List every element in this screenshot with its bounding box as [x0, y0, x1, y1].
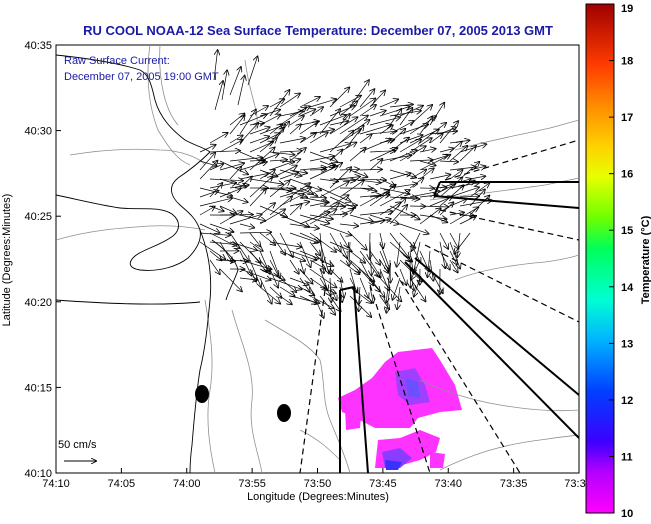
- colorbar-tick-label: 16: [621, 169, 633, 181]
- legend-line-1: Raw Surface Current:: [64, 55, 170, 67]
- x-tick-label: 73:40: [434, 478, 462, 490]
- plot-area: [56, 45, 579, 473]
- colorbar-tick-label: 19: [621, 3, 633, 15]
- y-tick-label: 40:35: [24, 40, 52, 52]
- colorbar-tick-label: 11: [621, 451, 633, 463]
- y-tick-label: 40:10: [24, 468, 52, 480]
- colorbar-tick-label: 15: [621, 225, 633, 237]
- scale-label: 50 cm/s: [58, 439, 97, 451]
- colorbar: [586, 4, 614, 513]
- colorbar-tick-label: 12: [621, 395, 633, 407]
- colorbar-tick-label: 13: [621, 338, 633, 350]
- legend-line-2: December 07, 2005 19:00 GMT: [64, 71, 219, 83]
- current-vector: [410, 260, 411, 288]
- x-axis-label: Longitude (Degrees:Minutes): [247, 491, 389, 503]
- chart-title: RU COOL NOAA-12 Sea Surface Temperature:…: [83, 23, 553, 38]
- colorbar-tick-label: 17: [621, 112, 633, 124]
- buoy-marker: [277, 404, 291, 422]
- x-tick-label: 74:00: [173, 478, 201, 490]
- x-tick-label: 73:3: [564, 478, 585, 490]
- current-vector: [310, 170, 326, 171]
- colorbar-tick-label: 10: [621, 508, 633, 519]
- x-tick-label: 73:45: [369, 478, 397, 490]
- y-tick-label: 40:30: [24, 126, 52, 138]
- x-tick-label: 74:05: [108, 478, 136, 490]
- y-tick-label: 40:25: [24, 211, 52, 223]
- x-tick-label: 73:50: [304, 478, 332, 490]
- x-tick-label: 73:35: [500, 478, 528, 490]
- y-tick-label: 40:20: [24, 297, 52, 309]
- x-tick-label: 73:55: [238, 478, 266, 490]
- colorbar-tick-label: 18: [621, 56, 633, 68]
- y-axis-label: Latitude (Degrees:Minutes): [1, 194, 13, 327]
- y-tick-label: 40:15: [24, 382, 52, 394]
- colorbar-label: Temperature (°C): [640, 215, 651, 304]
- colorbar-tick-label: 14: [621, 282, 634, 294]
- buoy-marker: [195, 385, 209, 403]
